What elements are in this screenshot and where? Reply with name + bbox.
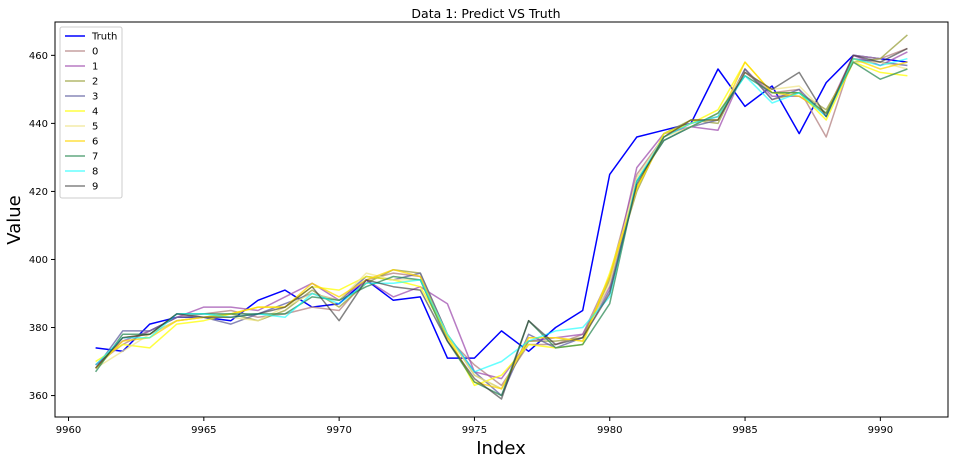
x-tick-label: 9970 (326, 425, 351, 436)
series-line-7 (94, 61, 908, 397)
legend-label: 8 (92, 167, 98, 178)
y-tick-label: 460 (29, 51, 48, 62)
x-tick-label: 9965 (191, 425, 216, 436)
legend-label: 7 (92, 152, 98, 163)
series-line-truth (95, 54, 908, 359)
y-tick-label: 380 (29, 323, 48, 334)
legend-label: 2 (92, 77, 98, 88)
legend-label: 5 (92, 122, 98, 133)
plot-frame (54, 21, 949, 418)
series-line-1 (95, 51, 908, 380)
legend-label: 4 (92, 107, 98, 118)
y-tick-label: 440 (29, 119, 48, 130)
legend-label: 6 (92, 137, 98, 148)
legend-box (59, 26, 123, 199)
legend-label: Truth (91, 32, 117, 43)
y-tick-label: 420 (29, 187, 48, 198)
series-line-9 (95, 47, 908, 400)
series-layer (94, 34, 908, 400)
x-tick-label: 9990 (868, 425, 893, 436)
y-axis-label: Value (4, 195, 25, 244)
legend-label: 9 (92, 182, 98, 193)
chart-title: Data 1: Predict VS Truth (411, 6, 560, 21)
legend-label: 1 (92, 62, 98, 73)
x-tick-label: 9985 (732, 425, 757, 436)
y-tick-label: 360 (29, 391, 48, 402)
legend: Truth 0 1 2 3 4 5 6 7 8 9 (59, 26, 123, 199)
x-tick-label: 9975 (462, 425, 487, 436)
x-tick-label: 9960 (56, 425, 81, 436)
axes-layer: 9960 9965 9970 9975 9980 9985 9990 360 380 400 420… (29, 51, 893, 436)
legend-label: 0 (92, 47, 98, 58)
x-axis-label: Index (476, 438, 526, 459)
x-tick-label: 9980 (597, 425, 622, 436)
legend-label: 3 (92, 92, 98, 103)
y-tick-label: 400 (29, 255, 48, 266)
